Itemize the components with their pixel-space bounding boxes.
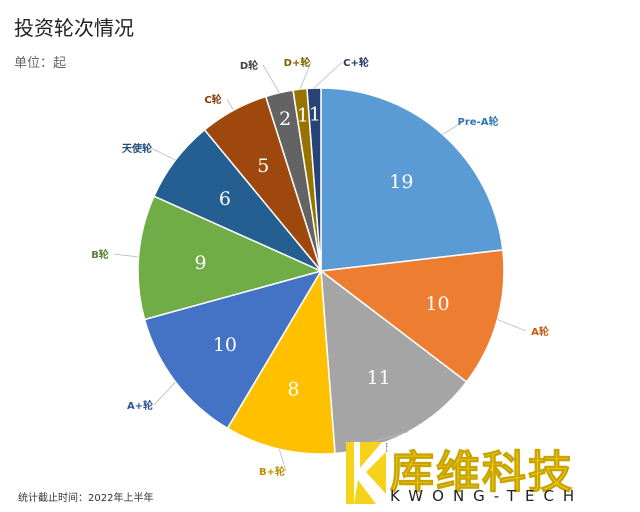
data-label: 19 <box>389 171 413 193</box>
category-label: A+轮 <box>127 399 153 412</box>
category-label: 天使轮 <box>122 142 152 155</box>
category-label: C+轮 <box>343 56 369 69</box>
leader-line <box>313 61 343 89</box>
footnote: 统计截止时间：2022年上半年 <box>18 493 154 504</box>
data-label: 5 <box>257 155 269 177</box>
category-label: C轮 <box>204 93 221 106</box>
leader-line <box>442 120 465 135</box>
data-label: 2 <box>279 108 291 130</box>
category-label: A轮 <box>531 325 549 338</box>
kwong-tech-logo: 库维科技 KWONG-TECH <box>346 440 616 506</box>
data-label: 11 <box>367 367 391 389</box>
category-label: B+轮 <box>259 465 285 478</box>
data-label: 6 <box>219 188 231 210</box>
data-label: 10 <box>425 293 449 315</box>
pie-slice-strategic <box>320 269 468 455</box>
data-label: 8 <box>287 379 299 401</box>
logo-en-text: KWONG-TECH <box>390 487 584 505</box>
leader-line <box>299 61 312 90</box>
category-label: Pre-A轮 <box>458 115 499 128</box>
logo-cn-text: 库维科技 <box>390 447 574 499</box>
category-label: D轮 <box>240 59 258 72</box>
pie-slice-a <box>319 249 505 383</box>
leader-line <box>497 319 527 332</box>
leader-line <box>226 98 234 111</box>
leader-line <box>278 449 287 472</box>
leader-line <box>262 64 280 94</box>
category-label: D+轮 <box>284 56 311 69</box>
unit-label: 单位：起 <box>14 56 67 71</box>
chart-title: 投资轮次情况 <box>14 16 134 40</box>
logo-mark-icon <box>346 442 386 504</box>
category-label: B轮 <box>91 248 109 261</box>
pie-slice-b <box>137 195 324 321</box>
leader-line <box>153 381 176 406</box>
data-label: 10 <box>213 334 237 356</box>
pie-slice-c-plus <box>306 87 322 272</box>
data-label: 1 <box>309 104 321 126</box>
pie-slice-a-plus <box>143 269 323 430</box>
data-label: 1 <box>297 105 309 127</box>
leader-line <box>150 147 176 161</box>
data-label: 9 <box>195 252 207 274</box>
leader-line <box>113 253 139 258</box>
